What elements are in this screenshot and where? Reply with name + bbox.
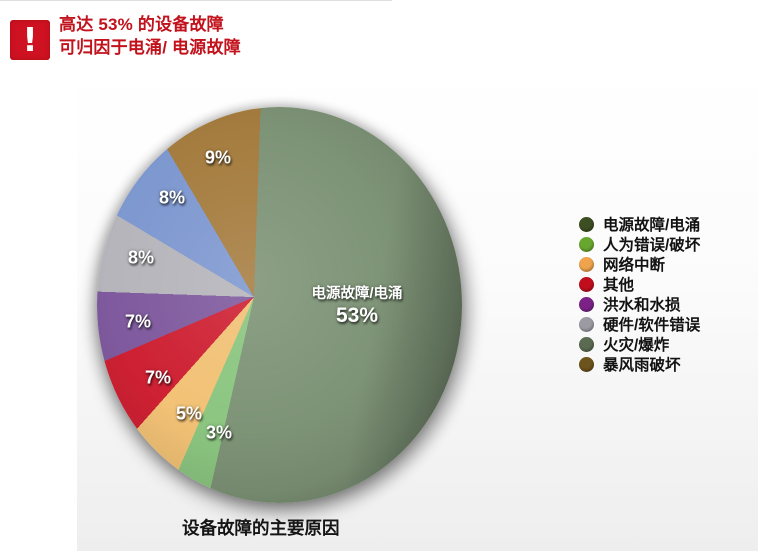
- legend-item-hw-sw-error: 硬件/软件错误: [579, 314, 700, 334]
- slice-label-9pct: 9%: [204, 147, 232, 168]
- legend-swatch-icon: [579, 236, 594, 252]
- legend-item-human-error: 人为错误/破坏: [579, 234, 700, 254]
- legend-item-other: 其他: [579, 274, 700, 294]
- legend-label: 电源故障/电涌: [603, 217, 701, 234]
- pie-center-label-value: 53%: [335, 304, 379, 327]
- legend-item-network-outage: 网络中断: [579, 254, 700, 274]
- pie-3d-shading: [97, 107, 462, 503]
- legend-label: 网络中断: [603, 257, 666, 274]
- top-divider: [0, 0, 392, 1]
- legend-swatch-icon: [579, 256, 594, 272]
- exclamation-glyph: !: [22, 20, 38, 59]
- legend-swatch-icon: [579, 316, 594, 332]
- slice-label-7pct-red: 7%: [144, 367, 172, 388]
- chart-legend: 电源故障/电涌 人为错误/破坏 网络中断 其他 洪水和水损 硬件/软件错误 火灾…: [579, 214, 700, 374]
- legend-swatch-icon: [579, 336, 594, 352]
- chart-title: 设备故障的主要原因: [182, 518, 340, 538]
- slice-label-3pct: 3%: [205, 422, 233, 443]
- legend-label: 暴风雨破坏: [603, 357, 681, 374]
- legend-label: 其他: [603, 277, 635, 294]
- legend-label: 洪水和水损: [603, 297, 681, 314]
- legend-label: 硬件/软件错误: [603, 317, 701, 334]
- legend-item-fire-explosion: 火灾/爆炸: [579, 334, 700, 354]
- legend-item-flood: 洪水和水损: [579, 294, 700, 314]
- page-title: 高达 53% 的设备故障 可归因于电涌/ 电源故障: [59, 13, 241, 59]
- alert-exclamation-icon: !: [10, 20, 50, 60]
- legend-swatch-icon: [579, 276, 594, 292]
- pie-center-label: 电源故障/电涌 53%: [311, 285, 402, 328]
- legend-label: 人为错误/破坏: [603, 237, 701, 254]
- legend-item-power-failure: 电源故障/电涌: [579, 214, 700, 234]
- slice-label-5pct: 5%: [175, 403, 203, 424]
- page-title-line1: 高达 53% 的设备故障: [59, 15, 224, 34]
- slice-label-8pct-gray: 8%: [127, 247, 155, 268]
- page-title-line2: 可归因于电涌/ 电源故障: [59, 38, 241, 57]
- legend-swatch-icon: [579, 216, 594, 232]
- slice-label-7pct-purple: 7%: [124, 311, 152, 332]
- slice-label-8pct-blue: 8%: [158, 187, 186, 208]
- legend-item-storm-damage: 暴风雨破坏: [579, 354, 700, 374]
- pie-chart: [97, 107, 462, 503]
- legend-swatch-icon: [579, 356, 594, 372]
- legend-label: 火灾/爆炸: [603, 337, 670, 354]
- pie-center-label-name: 电源故障/电涌: [311, 286, 403, 302]
- legend-swatch-icon: [579, 296, 594, 312]
